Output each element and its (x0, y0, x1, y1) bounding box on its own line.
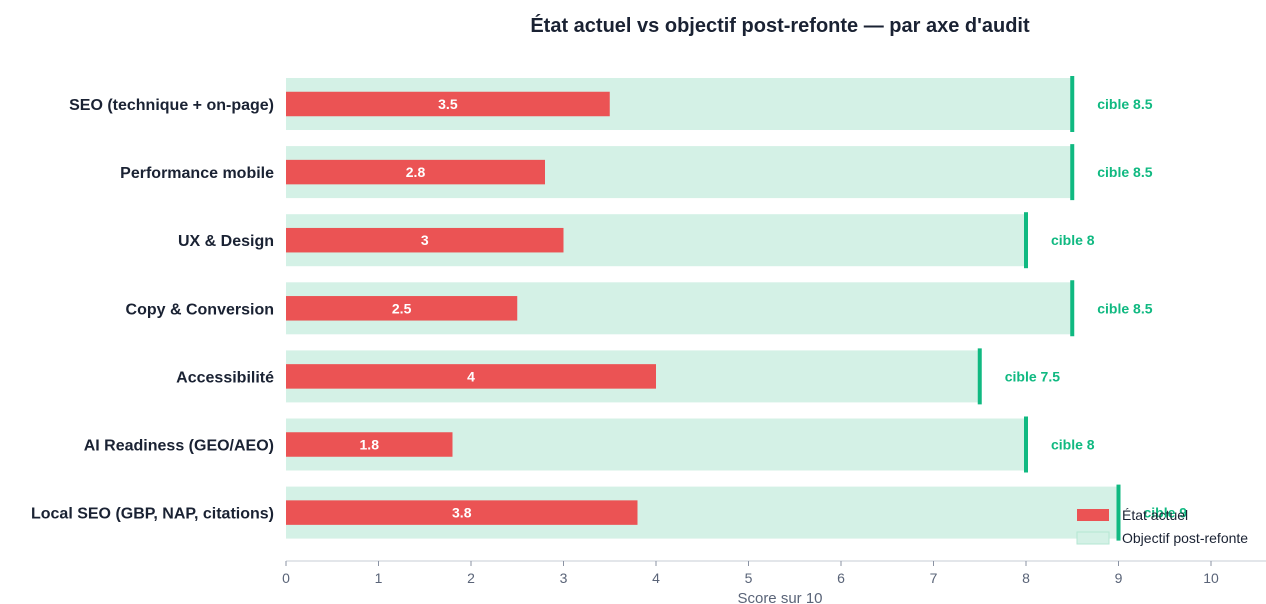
current-bars-layer: 3.5 2.8 3 2.5 4 1.8 3.8 (286, 91, 656, 525)
current-bar (286, 91, 610, 117)
bar-value-label: 3 (421, 232, 429, 248)
x-tick-label: 0 (282, 570, 290, 586)
category-label: UX & Design (178, 233, 274, 250)
legend-label: État actuel (1122, 507, 1188, 523)
current-bar (286, 364, 656, 389)
category-label: Performance mobile (120, 165, 274, 182)
chart-title: État actuel vs objectif post-refonte — p… (530, 14, 1030, 37)
x-axis-title: Score sur 10 (737, 590, 822, 604)
x-tick-label: 10 (1203, 570, 1219, 586)
target-markers-layer: cible 8.5 cible 8.5 cible 8 cible 8.5 cible … (977, 76, 1188, 541)
current-bar (286, 227, 564, 253)
x-axis: 0 1 2 3 4 5 6 7 8 9 10 (282, 560, 1266, 586)
x-tick-label: 9 (1115, 570, 1123, 586)
current-bar (286, 500, 638, 525)
legend-swatch (1076, 531, 1110, 545)
bar-value-label: 4 (467, 368, 475, 384)
legend-label: Objectif post-refonte (1122, 530, 1248, 546)
bar-value-label: 2.8 (406, 164, 426, 180)
x-tick-label: 3 (560, 570, 568, 586)
bar-value-label: 3.5 (438, 96, 458, 112)
category-label: Local SEO (GBP, NAP, citations) (31, 506, 274, 523)
bar-value-label: 3.8 (452, 505, 472, 521)
target-label: cible 8.5 (1097, 300, 1152, 316)
legend-swatch (1077, 509, 1109, 521)
category-label: SEO (technique + on-page) (69, 97, 274, 114)
x-tick-label: 8 (1022, 570, 1030, 586)
x-tick-label: 5 (745, 570, 753, 586)
x-tick-label: 6 (837, 570, 845, 586)
target-label: cible 8 (1051, 437, 1095, 453)
x-tick-label: 4 (652, 570, 660, 586)
target-label: cible 8.5 (1097, 96, 1152, 112)
bar-value-label: 2.5 (392, 300, 412, 316)
x-tick-label: 2 (467, 570, 475, 586)
category-label: AI Readiness (GEO/AEO) (84, 438, 274, 455)
legend: État actuel Objectif post-refonte (1076, 507, 1248, 546)
current-bar (286, 432, 453, 457)
category-label: Copy & Conversion (126, 301, 274, 318)
x-tick-label: 1 (375, 570, 383, 586)
target-label: cible 8 (1051, 232, 1095, 248)
x-tick-label: 7 (930, 570, 938, 586)
current-bar (286, 296, 518, 321)
category-label: Accessibilité (176, 369, 274, 386)
category-labels-layer: SEO (technique + on-page) Performance mob… (31, 97, 274, 523)
target-label: cible 8.5 (1097, 164, 1152, 180)
target-label: cible 7.5 (1005, 368, 1060, 384)
target-label: cible 9 (1144, 505, 1188, 521)
bar-value-label: 1.8 (360, 437, 380, 453)
current-bar (286, 159, 545, 185)
